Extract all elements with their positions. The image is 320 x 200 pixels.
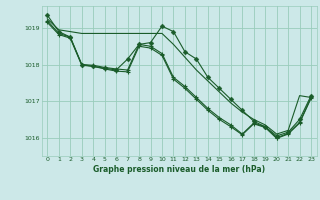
- X-axis label: Graphe pression niveau de la mer (hPa): Graphe pression niveau de la mer (hPa): [93, 165, 265, 174]
